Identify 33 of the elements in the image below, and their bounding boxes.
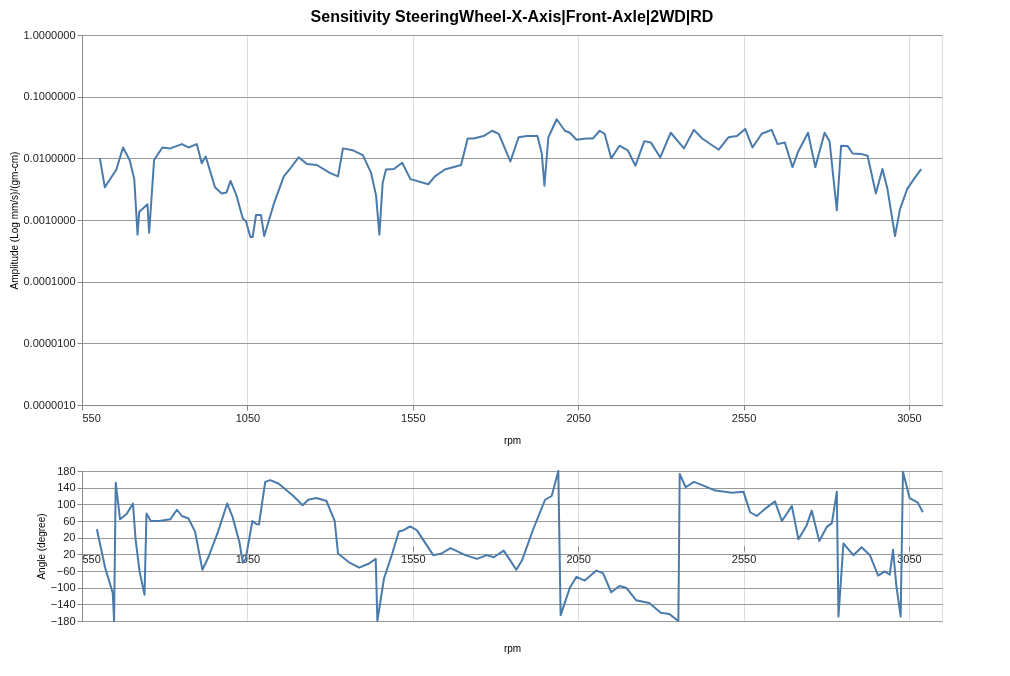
y-tick-label: 0.0000100	[23, 336, 76, 349]
line-series	[98, 118, 923, 238]
y-tick-label: −60	[56, 564, 76, 577]
x-tick-label: 3050	[897, 411, 922, 424]
x-axis-title: rpm	[503, 434, 522, 446]
x-tick-label: 1550	[401, 411, 426, 424]
y-tick-label: 1.0000000	[23, 28, 76, 41]
y-axis-title: Angle (degree)	[35, 513, 47, 580]
y-tick-label: 20	[63, 547, 76, 560]
y-tick-label: 140	[57, 481, 76, 494]
y-tick-label: 100	[57, 497, 76, 510]
x-tick-label: 2550	[731, 552, 757, 565]
y-axis-title: Amplitude (Log mm/s)/(gm-cm)	[8, 151, 20, 290]
y-tick-label: 0.1000000	[23, 90, 76, 103]
x-tick-label: 2050	[566, 552, 591, 565]
x-axis-title: rpm	[503, 642, 522, 654]
y-tick-label: 0.0001000	[23, 275, 76, 288]
y-tick-label: −180	[50, 614, 76, 627]
chart-title: Sensitivity SteeringWheel-X-Axis|Front-Axle|2WD|RD	[310, 8, 714, 25]
y-tick-label: 0.0000010	[23, 398, 76, 411]
y-tick-label: 0.0010000	[23, 213, 76, 226]
y-tick-label: 60	[63, 514, 76, 527]
y-tick-label: 180	[57, 464, 76, 477]
x-tick-label: 2050	[566, 411, 591, 424]
y-tick-label: 0.0100000	[23, 151, 76, 164]
y-tick-label: 20	[63, 531, 76, 544]
x-tick-label: 550	[82, 411, 101, 424]
y-tick-label: −140	[50, 597, 76, 610]
y-tick-label: −100	[50, 581, 76, 594]
x-tick-label: 1550	[401, 552, 426, 565]
x-tick-label: 1050	[235, 411, 261, 424]
x-tick-label: 2550	[731, 411, 757, 424]
x-tick-label: 550	[82, 552, 101, 565]
